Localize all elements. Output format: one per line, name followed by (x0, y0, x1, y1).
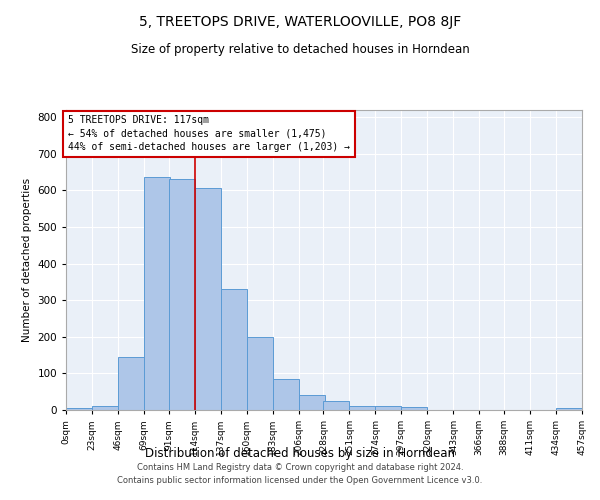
Bar (401, 406, 427, 410)
Bar (195, 188, 221, 410)
Text: 5, TREETOPS DRIVE, WATERLOOVILLE, PO8 8JF: 5, TREETOPS DRIVE, WATERLOOVILLE, PO8 8J… (139, 15, 461, 29)
Bar (221, 288, 247, 410)
Bar (118, 357, 144, 410)
Text: Size of property relative to detached houses in Horndean: Size of property relative to detached ho… (131, 42, 469, 56)
Bar (299, 396, 325, 410)
Bar (169, 179, 195, 410)
Bar (376, 406, 401, 410)
Bar (92, 406, 118, 410)
Bar (556, 408, 582, 410)
Bar (349, 406, 376, 410)
Bar (272, 380, 299, 410)
Text: 5 TREETOPS DRIVE: 117sqm
← 54% of detached houses are smaller (1,475)
44% of sem: 5 TREETOPS DRIVE: 117sqm ← 54% of detach… (68, 116, 350, 152)
Bar (247, 337, 272, 410)
Bar (323, 401, 349, 410)
Text: Distribution of detached houses by size in Horndean: Distribution of detached houses by size … (145, 448, 455, 460)
Text: Contains HM Land Registry data © Crown copyright and database right 2024.
Contai: Contains HM Land Registry data © Crown c… (118, 464, 482, 485)
Bar (144, 176, 170, 410)
Bar (66, 408, 92, 410)
Y-axis label: Number of detached properties: Number of detached properties (22, 178, 32, 342)
